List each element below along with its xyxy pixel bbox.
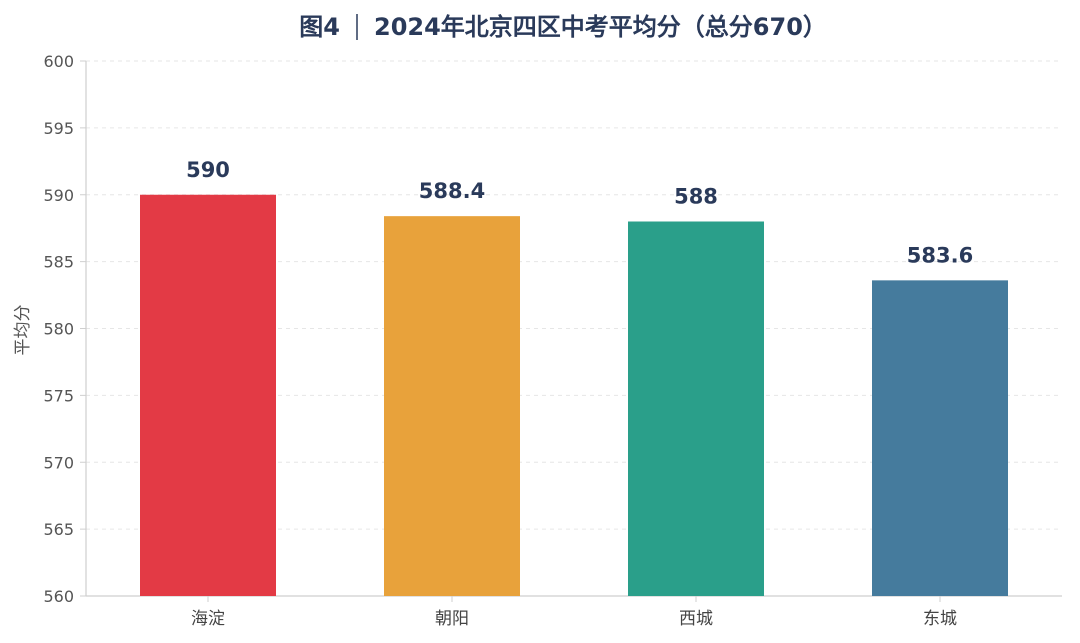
value-labels: 590 588.4 588 583.6 — [186, 158, 973, 268]
bar-3 — [628, 221, 764, 596]
y-tick-label: 565 — [43, 520, 74, 539]
value-label-4: 583.6 — [907, 243, 973, 267]
chart-title: 图4 2024年北京四区中考平均分（总分670） — [299, 13, 827, 41]
y-axis-ticks: 560 565 570 575 580 585 590 595 600 — [43, 52, 86, 606]
title-prefix: 图4 — [299, 13, 340, 41]
x-axis-ticks: 海淀 朝阳 西城 东城 — [191, 596, 957, 629]
bar-2 — [384, 216, 520, 596]
bars — [140, 194, 1008, 596]
y-tick-label: 590 — [43, 186, 74, 205]
title: 2024年北京四区中考平均分（总分670） — [374, 13, 827, 41]
value-label-2: 588.4 — [419, 179, 485, 203]
y-tick-label: 560 — [43, 587, 74, 606]
bar-1 — [140, 194, 276, 596]
x-tick-label-3: 西城 — [679, 609, 713, 629]
x-tick-label-2: 朝阳 — [435, 609, 469, 629]
y-tick-label: 570 — [43, 453, 74, 472]
y-tick-label: 600 — [43, 52, 74, 71]
value-label-1: 590 — [186, 158, 230, 182]
y-tick-label: 575 — [43, 386, 74, 405]
value-label-3: 588 — [674, 185, 718, 209]
x-tick-label-4: 东城 — [923, 609, 957, 629]
x-tick-label-1: 海淀 — [191, 609, 225, 629]
y-axis-label: 平均分 — [13, 305, 33, 356]
bar-4 — [872, 280, 1008, 596]
y-tick-label: 580 — [43, 320, 74, 339]
y-tick-label: 585 — [43, 253, 74, 272]
y-tick-label: 595 — [43, 119, 74, 138]
